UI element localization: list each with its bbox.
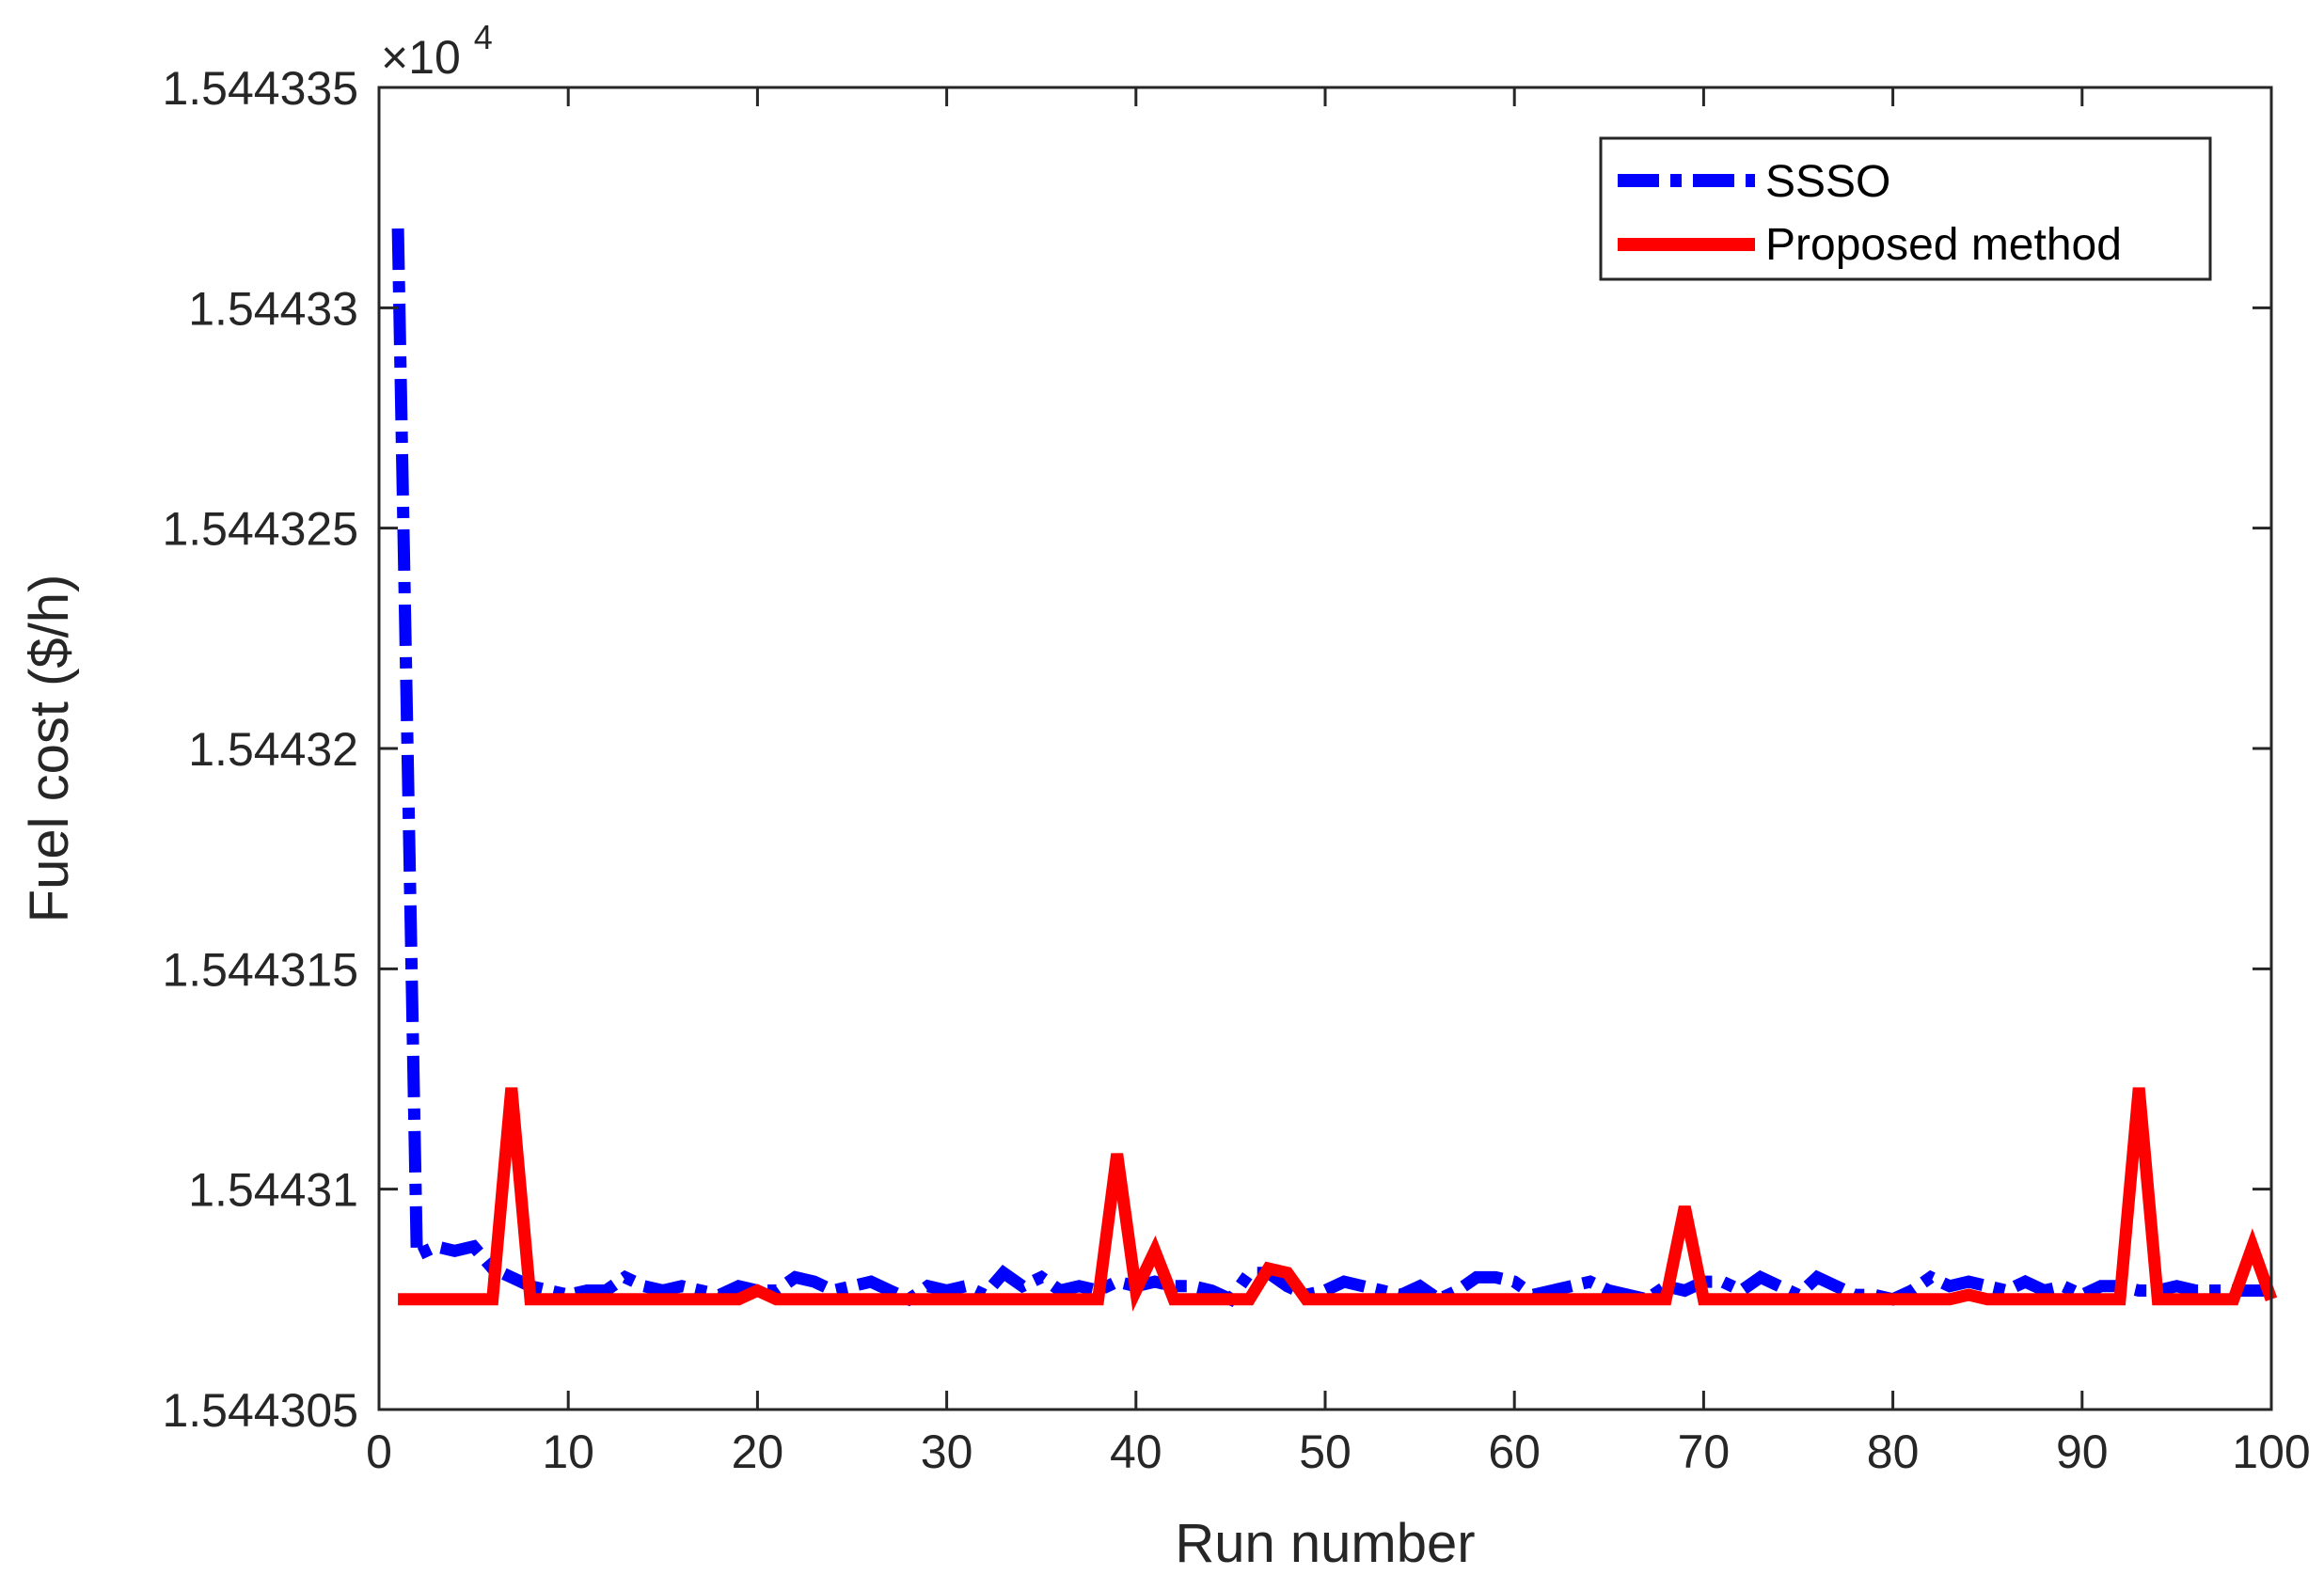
legend-label-proposed-method: Proposed method [1765, 220, 2122, 270]
legend-label-ssso: SSSO [1765, 157, 1890, 207]
x-axis: 0 10 20 30 40 50 60 70 80 90 100 [366, 87, 2311, 1478]
y-tick-label: 1.544325 [162, 503, 358, 556]
x-tick-label: 10 [542, 1425, 594, 1478]
series-layer [391, 228, 2278, 1312]
axis-exponent-base: ×10 [381, 31, 461, 84]
x-tick-label: 100 [2232, 1425, 2310, 1478]
y-axis-label: Fuel cost ($/h) [19, 575, 80, 923]
legend-box [1599, 136, 2212, 281]
x-tick-label: 60 [1488, 1425, 1541, 1478]
y-tick-label: 1.54431 [188, 1164, 358, 1217]
legend: SSSO Proposed method [1599, 136, 2212, 281]
y-axis: 1.544305 1.54431 1.544315 1.54432 1.544325 1.… [162, 62, 2271, 1437]
y-tick-label: 1.544315 [162, 943, 358, 996]
axis-exponent-power: 4 [474, 18, 493, 56]
x-axis-label: Run number [1175, 1513, 1475, 1574]
series-line-ssso [391, 228, 2271, 1307]
x-tick-label: 30 [921, 1425, 973, 1478]
y-tick-label: 1.54432 [188, 723, 358, 776]
series-line-proposed-method [398, 1087, 2278, 1312]
x-tick-label: 80 [1867, 1425, 1920, 1478]
x-tick-label: 40 [1110, 1425, 1162, 1478]
x-tick-label: 70 [1678, 1425, 1731, 1478]
y-tick-label: 1.544335 [162, 62, 358, 115]
y-tick-label: 1.544305 [162, 1384, 358, 1437]
plot-area [379, 87, 2271, 1410]
x-tick-label: 20 [732, 1425, 784, 1478]
axis-exponent: ×10 4 [381, 18, 493, 84]
x-tick-label: 90 [2056, 1425, 2109, 1478]
x-tick-label: 0 [366, 1425, 392, 1478]
y-tick-label: 1.54433 [188, 282, 358, 335]
x-tick-label: 50 [1299, 1425, 1352, 1478]
